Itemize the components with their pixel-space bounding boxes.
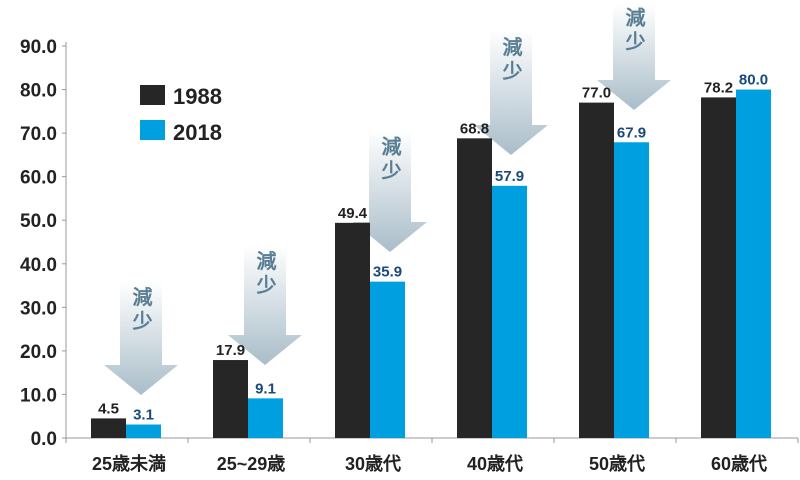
down-arrow-icon (597, 4, 671, 110)
bar-value-label-1988: 68.8 (460, 120, 489, 137)
x-tick-label: 40歳代 (467, 454, 523, 474)
decrease-arrow: 減少 (597, 4, 671, 110)
bar-value-label-1988: 17.9 (216, 342, 245, 359)
legend-label-2018: 2018 (173, 120, 222, 145)
decrease-label: 減少 (499, 35, 523, 84)
y-tick-label: 90.0 (20, 37, 57, 58)
down-arrow-icon (474, 30, 548, 155)
bar-1988 (579, 102, 614, 438)
legend: 1988 2018 (140, 84, 222, 145)
legend-swatch-1988 (140, 85, 165, 105)
bar-2018 (370, 281, 405, 438)
x-tick-label: 25~29歳 (217, 454, 286, 474)
y-tick-label: 20.0 (20, 342, 57, 363)
y-tick-label: 60.0 (20, 168, 57, 189)
decrease-arrow: 減少 (474, 30, 548, 155)
y-tick-label: 0.0 (31, 429, 57, 450)
bar-value-label-1988: 49.4 (338, 205, 368, 222)
decrease-label: 減少 (129, 285, 153, 334)
y-tick-label: 30.0 (20, 298, 57, 319)
x-tick-label: 30歳代 (345, 454, 401, 474)
decrease-label: 減少 (622, 6, 646, 55)
bar-2018 (492, 185, 527, 438)
bar-value-label-1988: 77.0 (582, 85, 611, 102)
bar-value-label-2018: 80.0 (739, 72, 768, 89)
bar-2018 (248, 398, 283, 438)
bar-value-label-1988: 4.5 (98, 400, 119, 417)
bar-value-label-2018: 67.9 (617, 124, 646, 141)
decrease-label: 減少 (253, 249, 277, 298)
bar-value-label-1988: 78.2 (704, 79, 733, 96)
bar-2018 (126, 424, 161, 438)
bar-value-label-2018: 57.9 (495, 168, 524, 185)
bar-1988 (91, 418, 126, 438)
legend-label-1988: 1988 (173, 84, 222, 109)
bar-value-label-2018: 9.1 (255, 380, 276, 397)
x-tick-label: 50歳代 (589, 454, 645, 474)
y-tick-label: 10.0 (20, 385, 57, 406)
down-arrow-icon (228, 245, 302, 365)
y-tick-label: 50.0 (20, 211, 57, 232)
bar-2018 (736, 89, 771, 439)
bar-value-label-2018: 3.1 (133, 406, 154, 423)
decrease-arrow: 減少 (104, 282, 178, 395)
bar-1988 (213, 360, 248, 438)
bar-1988 (457, 138, 492, 439)
y-tick-label: 70.0 (20, 124, 57, 145)
decrease-arrow: 減少 (228, 245, 302, 365)
y-tick-label: 40.0 (20, 255, 57, 276)
bar-value-label-2018: 35.9 (373, 264, 402, 281)
decrease-arrow: 減少 (353, 130, 427, 252)
x-tick-label: 25歳未満 (92, 453, 166, 474)
down-arrow-icon (104, 282, 178, 395)
bar-2018 (614, 142, 649, 438)
x-tick-label: 60歳代 (711, 454, 767, 474)
y-tick-label: 80.0 (20, 81, 57, 102)
down-arrow-icon (353, 130, 427, 252)
legend-swatch-2018 (140, 120, 165, 140)
bar-1988 (701, 97, 736, 438)
decrease-label: 減少 (378, 135, 402, 184)
bar-1988 (335, 222, 370, 438)
